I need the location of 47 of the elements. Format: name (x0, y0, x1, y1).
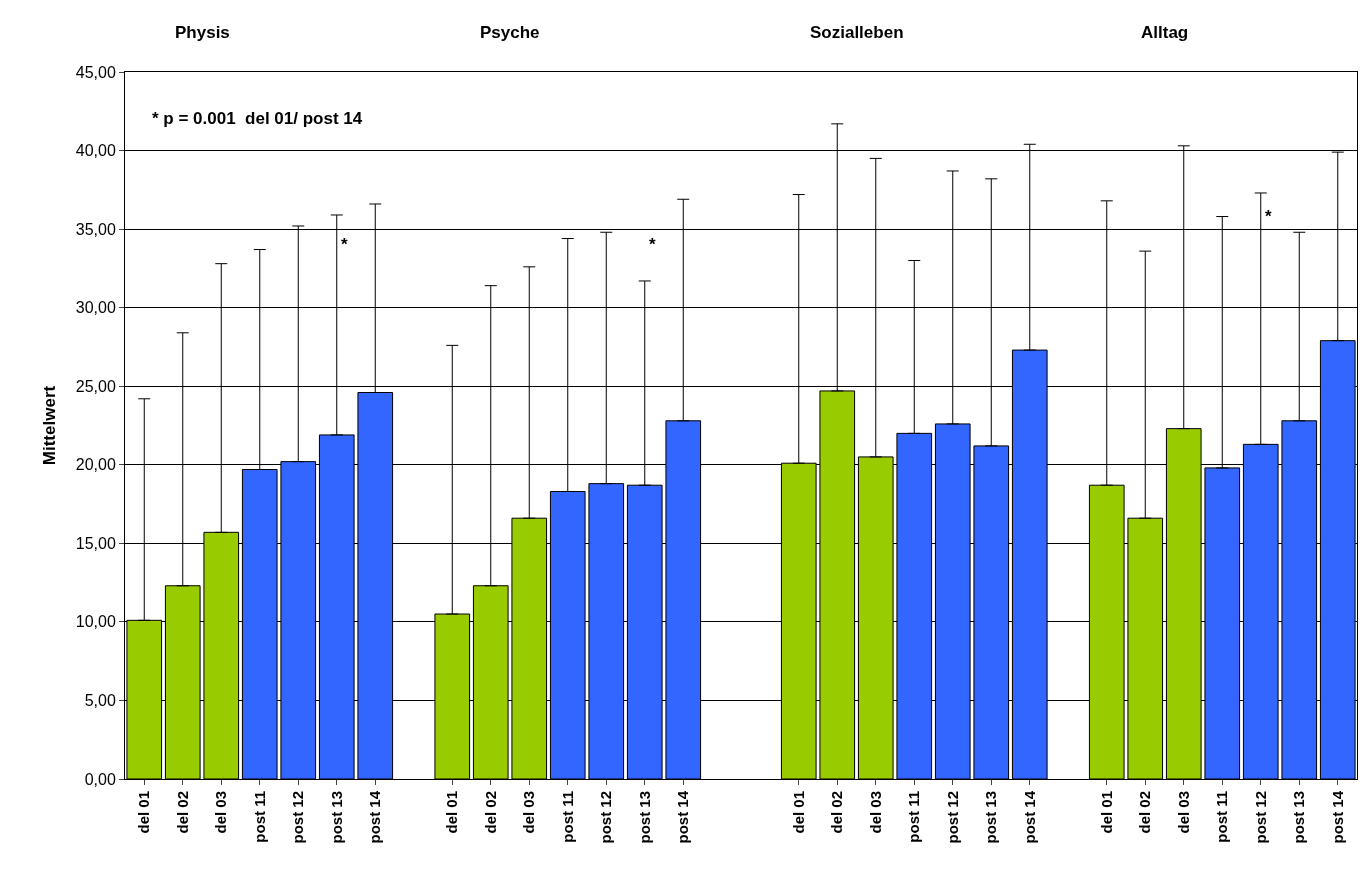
x-tick-label: post 12 (943, 791, 961, 844)
x-tick-label: post 13 (982, 791, 1000, 844)
y-tick-label: 0,00 (84, 770, 116, 788)
x-tick-label: post 13 (1290, 791, 1308, 844)
x-tick-label: post 11 (905, 791, 923, 843)
x-tick-label: del 01 (1097, 791, 1115, 834)
text: Alltag (1141, 23, 1189, 42)
x-tick-label: post 11 (558, 791, 576, 843)
x-tick-label: post 13 (635, 791, 653, 844)
annotation: * p = 0.001 del 01/ post 14 (152, 109, 363, 128)
x-tick-label: post 14 (674, 790, 692, 844)
x-tick-label: del 02 (173, 791, 191, 834)
x-tick-label: post 13 (327, 791, 345, 844)
x-tick-label: post 14 (366, 790, 384, 844)
x-tick-label: post 12 (289, 791, 307, 844)
x-tick-label: del 01 (789, 791, 807, 834)
y-tick-label: 25,00 (75, 377, 116, 395)
x-tick-label: post 14 (1020, 790, 1038, 844)
text: Psyche (480, 23, 540, 42)
x-tick-label: post 14 (1328, 790, 1346, 844)
y-tick-label: 30,00 (75, 299, 116, 317)
y-tick-label: 40,00 (75, 142, 116, 160)
text: Sozialleben (810, 23, 904, 42)
y-axis-title: Mittelwert (40, 385, 60, 466)
text: Physis (175, 23, 230, 42)
x-tick-label: post 11 (1213, 791, 1231, 843)
x-tick-label: del 02 (1136, 791, 1154, 834)
x-tick-label: del 02 (481, 791, 499, 834)
x-tick-label: del 02 (828, 791, 846, 834)
y-tick-label: 10,00 (75, 613, 116, 631)
x-tick-label: del 03 (866, 791, 884, 834)
y-tick-label: 20,00 (75, 456, 116, 474)
x-tick-label: post 11 (250, 791, 268, 843)
annotation: * (1265, 207, 1272, 226)
annotation: * (341, 235, 348, 254)
x-tick-label: del 01 (135, 791, 153, 834)
y-tick-label: 15,00 (75, 534, 116, 552)
y-tick-label: 45,00 (75, 63, 116, 81)
y-tick-label: 35,00 (75, 220, 116, 238)
y-tick-label: 5,00 (84, 692, 116, 710)
x-tick-label: del 03 (212, 791, 230, 834)
x-tick-label: post 12 (1251, 791, 1269, 844)
x-tick-label: del 01 (443, 791, 461, 834)
x-tick-label: del 03 (1174, 791, 1192, 834)
x-tick-label: del 03 (520, 791, 538, 834)
x-tick-label: post 12 (597, 791, 615, 844)
annotation: * (649, 235, 656, 254)
